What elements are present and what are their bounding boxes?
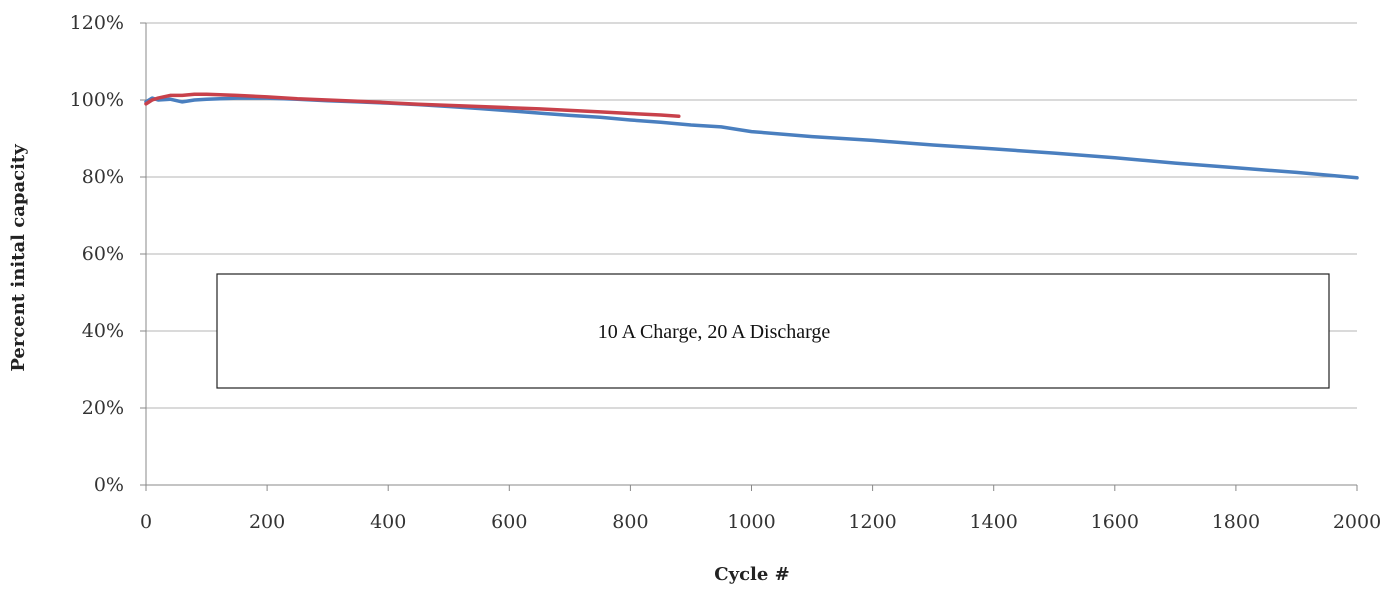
y-tick-label: 80%	[82, 166, 124, 188]
x-axis-title: Cycle #	[714, 564, 789, 585]
y-tick-labels: 0% 20% 40% 60% 80% 100% 120%	[70, 12, 124, 496]
x-tick-label: 1800	[1212, 511, 1260, 533]
series-lines	[144, 92, 1359, 180]
series-line-2	[144, 92, 681, 118]
series-line-1	[144, 96, 1359, 180]
x-tick-label: 2000	[1333, 511, 1381, 533]
grid-lines	[140, 22, 1357, 486]
annotation-frame	[216, 273, 1330, 389]
y-tick-label: 40%	[82, 320, 124, 342]
x-tick-label: 0	[140, 511, 152, 533]
y-tick-label: 20%	[82, 397, 124, 419]
x-tick-labels: 0 200 400 600 800 1000 1200 1400 1600 1800 2000	[140, 511, 1381, 533]
axes	[145, 23, 1358, 491]
x-tick-label: 600	[491, 511, 527, 533]
annotation-box: 10 A Charge, 20 A Discharge	[216, 273, 1330, 389]
annotation-text: 10 A Charge, 20 A Discharge	[598, 321, 831, 343]
x-tick-label: 400	[370, 511, 406, 533]
x-tick-label: 800	[612, 511, 648, 533]
y-tick-label: 0%	[94, 474, 124, 496]
y-tick-label: 60%	[82, 243, 124, 265]
x-tick-label: 200	[249, 511, 285, 533]
x-tick-label: 1400	[970, 511, 1018, 533]
y-tick-label: 120%	[70, 12, 124, 34]
y-axis-title: Percent inital capacity	[8, 144, 29, 372]
y-tick-label: 100%	[70, 89, 124, 111]
x-tick-label: 1600	[1091, 511, 1139, 533]
x-tick-label: 1200	[848, 511, 896, 533]
x-tick-label: 1000	[727, 511, 775, 533]
